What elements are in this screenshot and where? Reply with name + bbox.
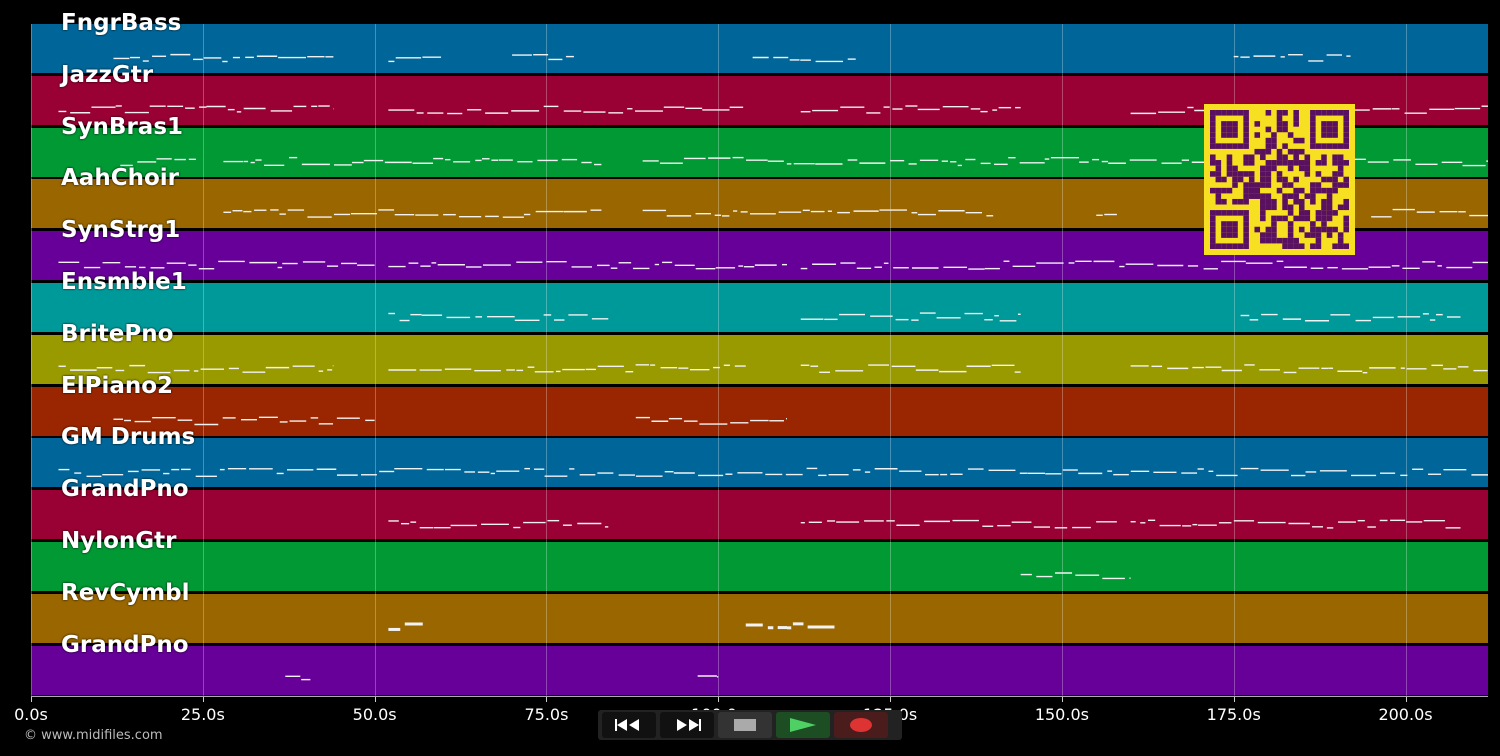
track-label: SynStrg1 (61, 217, 181, 244)
track-label: GrandPno (61, 476, 189, 503)
track-label: Ensmble1 (61, 269, 187, 295)
track-label: GrandPno (61, 631, 189, 658)
time-tick-label: 200.0s (1378, 705, 1433, 724)
track-lane (31, 645, 1488, 695)
track-label: GM Drums (61, 424, 196, 451)
track-lane (31, 593, 1488, 643)
transport-controls (598, 710, 902, 740)
track-lane (31, 386, 1488, 436)
time-axis (31, 696, 1488, 697)
track-label: SynBras1 (61, 113, 184, 140)
rewind-button[interactable] (602, 712, 656, 738)
track-lane (31, 438, 1488, 488)
tick-mark (1405, 696, 1407, 702)
track-label: ElPiano2 (61, 372, 174, 399)
grid-line (374, 24, 376, 696)
tick-mark (890, 696, 892, 702)
stop-icon (734, 719, 756, 731)
play-icon (790, 718, 816, 732)
stop-button[interactable] (718, 712, 772, 738)
track-label: FngrBass (61, 10, 182, 36)
record-icon (850, 718, 872, 732)
time-tick-label: 175.0s (1206, 705, 1261, 724)
time-tick-label: 150.0s (1034, 705, 1089, 724)
tick-mark (546, 696, 548, 702)
note-layer (58, 53, 1488, 681)
play-button[interactable] (776, 712, 830, 738)
grid-line (202, 24, 204, 696)
qr-code-icon (1204, 104, 1355, 255)
record-button[interactable] (834, 712, 888, 738)
track-label: BritePno (61, 320, 174, 347)
time-tick-label: 75.0s (524, 705, 569, 724)
track-label: RevCymbl (61, 579, 190, 606)
tick-mark (718, 696, 720, 702)
track-label: AahChoir (61, 165, 179, 192)
track-lane (31, 490, 1488, 540)
fast-forward-button[interactable] (660, 712, 714, 738)
tick-mark (1233, 696, 1235, 702)
fast-forward-icon (677, 719, 701, 731)
grid-line (718, 24, 720, 696)
time-tick-label: 25.0s (180, 705, 225, 724)
track-lane (31, 542, 1488, 591)
rewind-icon (615, 719, 639, 731)
copyright-text: © www.midifiles.com (24, 728, 163, 743)
grid-line (1233, 24, 1235, 696)
grid-line (1061, 24, 1063, 696)
grid-line (31, 24, 32, 696)
track-label: NylonGtr (61, 528, 177, 554)
track-lane (31, 334, 1488, 384)
grid-line (546, 24, 548, 696)
track-lane (31, 283, 1488, 332)
tick-mark (202, 696, 204, 702)
track-label: JazzGtr (61, 61, 154, 88)
track-lane (31, 24, 1488, 73)
time-tick-label: 50.0s (352, 705, 397, 724)
grid-line (1405, 24, 1407, 696)
tick-mark (31, 696, 32, 702)
tick-mark (374, 696, 376, 702)
time-tick-label: 0.0s (14, 705, 48, 724)
tick-mark (1061, 696, 1063, 702)
grid-line (890, 24, 892, 696)
